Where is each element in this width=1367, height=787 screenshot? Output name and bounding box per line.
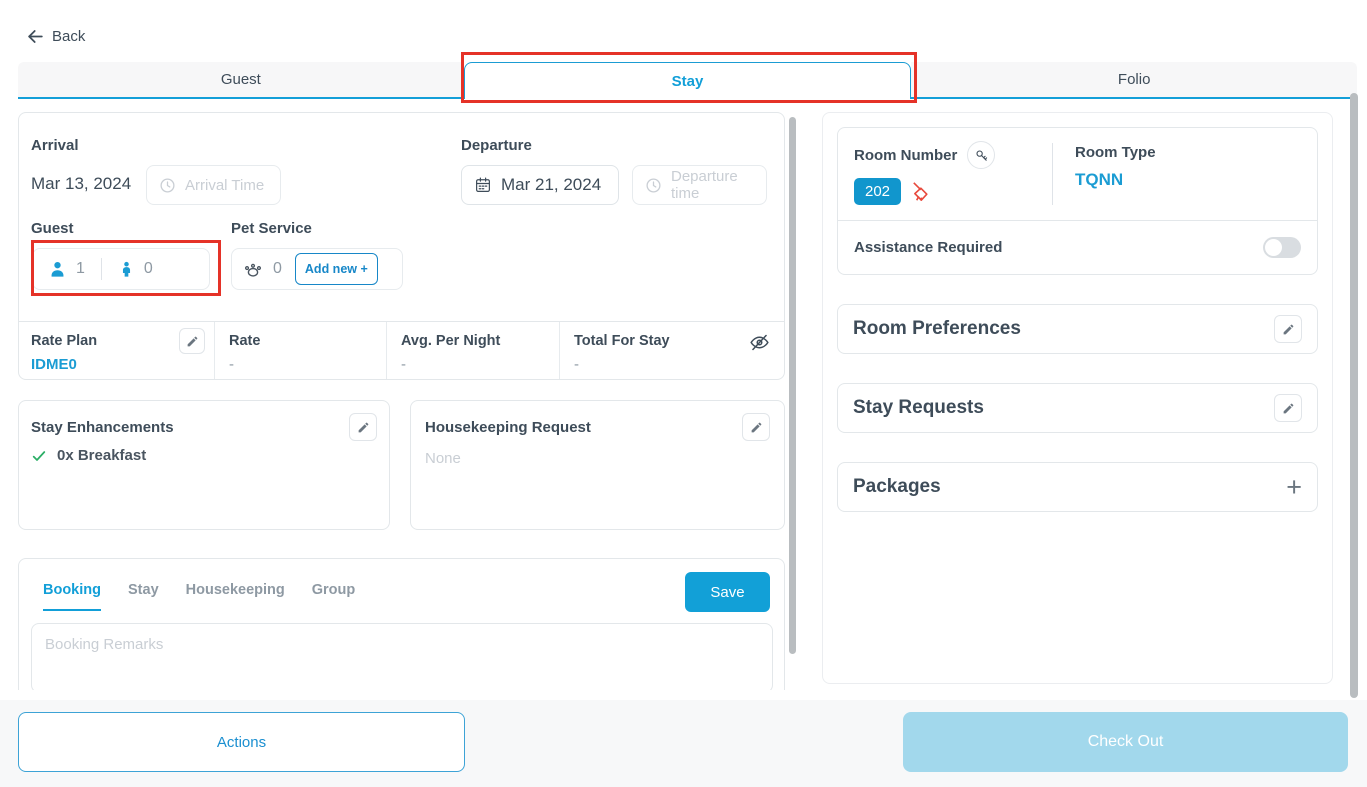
check-icon — [31, 448, 47, 464]
room-preferences-title: Room Preferences — [853, 318, 1021, 339]
save-button[interactable]: Save — [685, 572, 770, 612]
main-tabbar: Guest Stay Folio — [18, 62, 1358, 99]
divider — [1052, 143, 1053, 205]
eye-off-icon[interactable] — [749, 332, 770, 353]
stay-requests-card: Stay Requests — [837, 383, 1318, 433]
rate-plan-value[interactable]: IDME0 — [31, 356, 77, 373]
housekeeping-dirty-icon — [910, 179, 936, 205]
tab-guest[interactable]: Guest — [18, 62, 464, 99]
room-number-label: Room Number — [854, 146, 958, 164]
remarks-tab-booking[interactable]: Booking — [43, 582, 101, 611]
housekeeping-request-title: Housekeeping Request — [425, 419, 591, 436]
remarks-tab-stay[interactable]: Stay — [128, 581, 159, 598]
divider — [100, 258, 102, 280]
add-pet-button[interactable]: Add new + — [294, 253, 378, 285]
child-count: 0 — [143, 260, 153, 277]
rate-plan-label: Rate Plan — [31, 333, 98, 349]
stay-enhancements-card: Stay Enhancements 0x Breakfast — [18, 400, 390, 530]
back-label: Back — [52, 28, 86, 45]
adult-icon — [48, 260, 67, 279]
housekeeping-request-card: Housekeeping Request None — [410, 400, 785, 530]
rate-value: - — [229, 356, 234, 373]
edit-room-preferences-button[interactable] — [1274, 315, 1302, 343]
departure-date-input[interactable]: Mar 21, 2024 — [461, 165, 619, 205]
stay-enhancements-title: Stay Enhancements — [31, 419, 174, 436]
arrival-label: Arrival — [31, 137, 79, 154]
avg-per-night-segment: Avg. Per Night - — [386, 322, 559, 379]
avg-per-night-label: Avg. Per Night — [401, 333, 501, 349]
room-preferences-card: Room Preferences — [837, 304, 1318, 354]
edit-stay-requests-button[interactable] — [1274, 394, 1302, 422]
tab-stay[interactable]: Stay — [463, 62, 912, 99]
stay-requests-title: Stay Requests — [853, 397, 984, 418]
departure-date-value: Mar 21, 2024 — [501, 175, 602, 194]
pet-count: 0 — [273, 260, 282, 277]
room-type-value[interactable]: TQNN — [1075, 170, 1124, 189]
room-number-badge[interactable]: 202 — [854, 178, 902, 205]
pet-service-label: Pet Service — [231, 220, 312, 237]
key-button[interactable] — [967, 141, 996, 169]
room-info-card: Room Number 202 Room Type — [837, 127, 1318, 275]
remarks-tab-group[interactable]: Group — [311, 581, 356, 598]
departure-label: Departure — [461, 137, 532, 154]
remarks-card: Booking Stay Housekeeping Group Save — [18, 558, 785, 690]
tab-folio[interactable]: Folio — [911, 62, 1358, 99]
paw-icon — [242, 258, 264, 280]
total-for-stay-label: Total For Stay — [574, 333, 670, 349]
clock-icon — [159, 177, 176, 194]
enhancement-item-label: 0x Breakfast — [57, 447, 147, 464]
room-side-panel: Room Number 202 Room Type — [822, 112, 1333, 684]
stay-left-panel: Arrival Mar 13, 2024 Arrival Time Depart… — [18, 112, 785, 690]
clock-icon — [645, 177, 662, 194]
child-icon — [118, 261, 135, 278]
dates-card: Arrival Mar 13, 2024 Arrival Time Depart… — [18, 112, 785, 380]
adult-count: 1 — [76, 260, 85, 277]
departure-time-placeholder: Departure time — [671, 168, 738, 202]
guest-label: Guest — [31, 220, 74, 237]
check-out-button[interactable]: Check Out — [903, 712, 1348, 772]
left-panel-scrollbar-thumb[interactable] — [789, 117, 796, 654]
total-for-stay-value: - — [574, 356, 579, 373]
rate-segment: Rate - — [214, 322, 386, 379]
departure-time-input[interactable]: Departure time — [632, 165, 767, 205]
edit-stay-enhancements-button[interactable] — [349, 413, 377, 441]
arrival-time-input[interactable]: Arrival Time — [146, 165, 281, 205]
back-button[interactable]: Back — [26, 27, 85, 46]
remarks-tab-housekeeping[interactable]: Housekeeping — [185, 581, 285, 598]
enhancement-item: 0x Breakfast — [31, 447, 377, 464]
booking-remarks-textarea[interactable] — [31, 623, 773, 690]
divider — [838, 220, 1317, 221]
packages-card: Packages + — [837, 462, 1318, 512]
divider — [19, 321, 784, 322]
edit-rate-plan-button[interactable] — [179, 328, 205, 354]
room-type-label: Room Type — [1075, 144, 1156, 161]
arrival-time-placeholder: Arrival Time — [185, 176, 265, 194]
calendar-icon — [474, 176, 492, 194]
housekeeping-request-value: None — [425, 450, 461, 467]
remarks-tabbar: Booking Stay Housekeeping Group — [43, 582, 355, 611]
arrival-date-value[interactable]: Mar 13, 2024 — [31, 174, 132, 193]
avg-per-night-value: - — [401, 356, 406, 373]
edit-housekeeping-request-button[interactable] — [742, 413, 770, 441]
toggle-knob — [1265, 239, 1282, 256]
assistance-required-label: Assistance Required — [854, 239, 1003, 256]
pet-service-box: 0 Add new + — [231, 248, 403, 290]
actions-button[interactable]: Actions — [18, 712, 465, 772]
footer-bar: Actions Check Out — [0, 700, 1367, 787]
arrow-left-icon — [26, 27, 45, 46]
guest-count-box[interactable]: 1 0 — [32, 248, 210, 290]
rate-summary-row: Rate Plan IDME0 Rate - Avg. Per Night - … — [19, 322, 784, 379]
page-scrollbar-thumb[interactable] — [1350, 93, 1358, 698]
assistance-required-toggle[interactable] — [1263, 237, 1301, 258]
add-package-button[interactable]: + — [1286, 471, 1302, 502]
rate-label: Rate — [229, 333, 261, 349]
total-for-stay-segment: Total For Stay - — [559, 322, 784, 379]
rate-plan-segment: Rate Plan IDME0 — [19, 322, 214, 379]
packages-title: Packages — [853, 476, 941, 497]
